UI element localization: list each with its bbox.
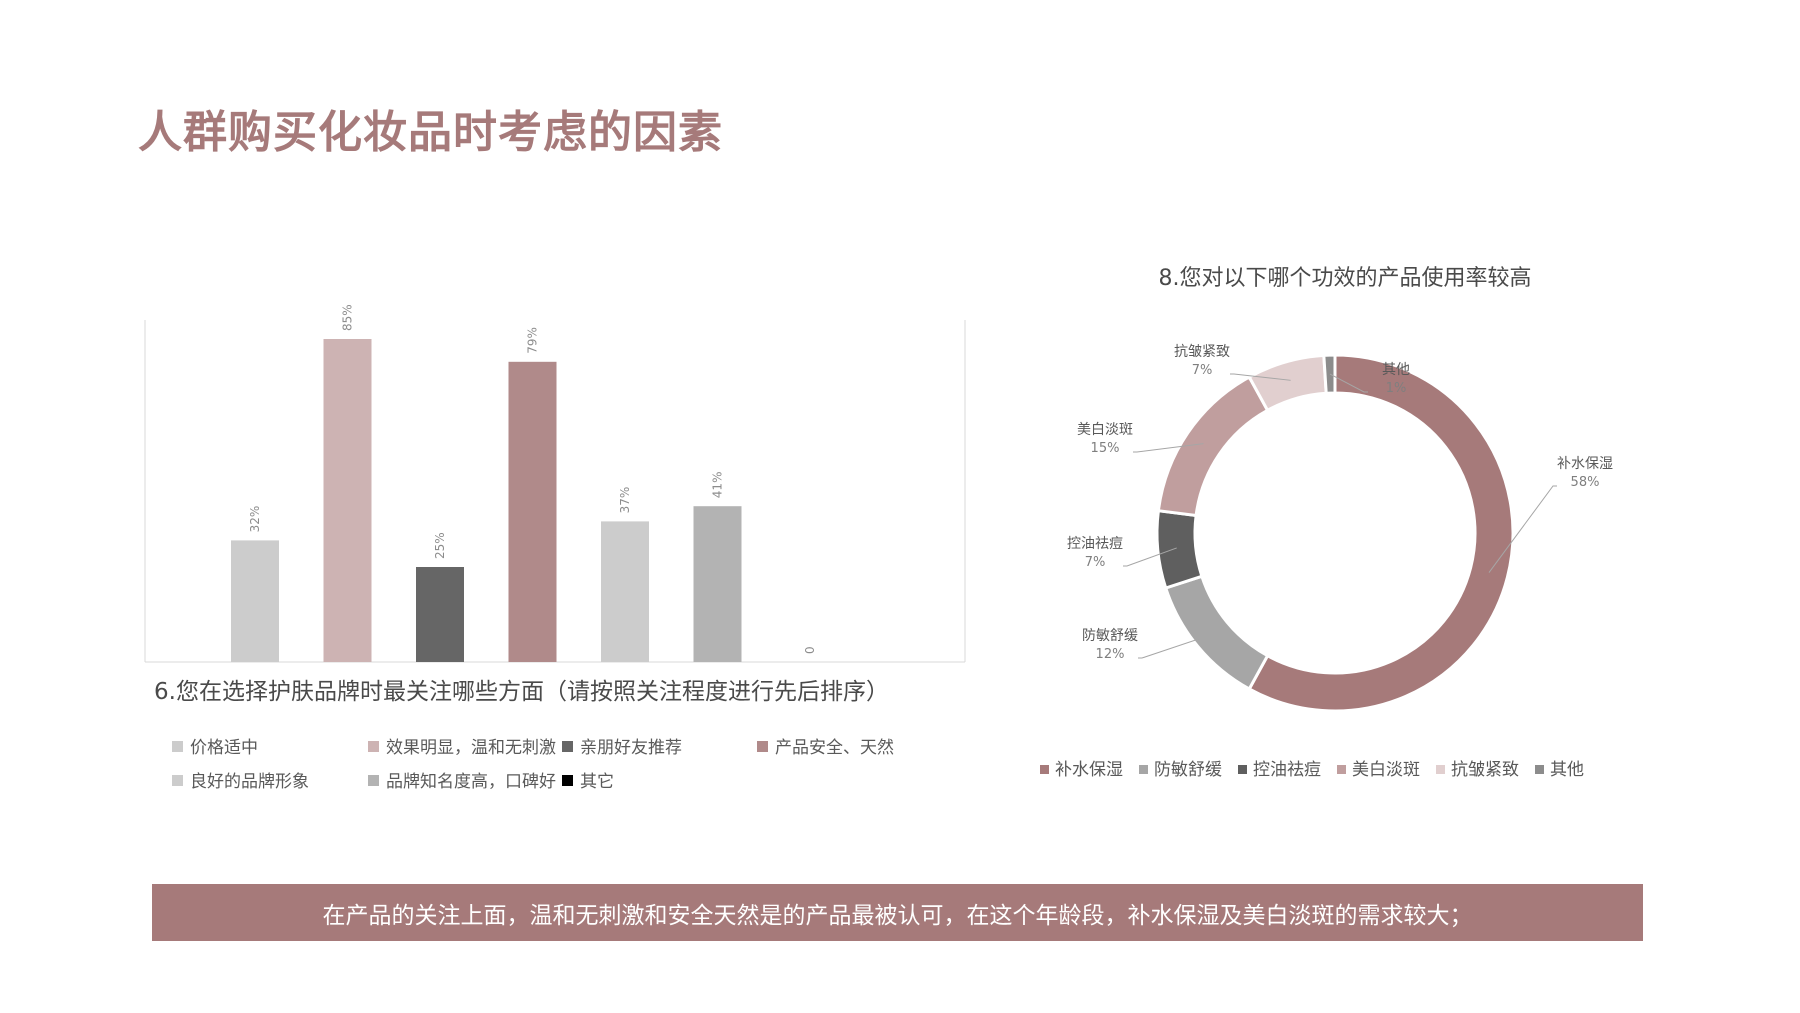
bar-2	[323, 339, 372, 662]
pie-legend-label: 补水保湿	[1055, 760, 1123, 780]
bar-data-label-6: 41%	[711, 472, 725, 499]
donut-data-label-6: 1%	[1386, 381, 1407, 396]
bar-legend-item-4: 产品安全、天然	[757, 733, 894, 758]
donut-slice-2	[1163, 574, 1270, 692]
bar-data-label-7: 0	[803, 646, 817, 654]
page-title: 人群购买化妆品时考虑的因素	[138, 107, 723, 158]
donut-leader-line-1	[1488, 485, 1557, 573]
pie-legend-swatch	[1535, 765, 1544, 774]
pie-legend-swatch	[1139, 765, 1148, 774]
donut-leader-line-2	[1138, 633, 1213, 659]
donut-category-label-1: 补水保湿	[1557, 456, 1613, 472]
pie-legend-item-3: 控油祛痘	[1238, 755, 1321, 780]
bar-legend-label: 价格适中	[190, 738, 258, 758]
donut-slice-4	[1156, 374, 1270, 518]
donut-slice-6	[1322, 353, 1337, 395]
bar-legend-item-3: 亲朋好友推荐	[562, 733, 682, 758]
bar-chart: 32% 85% 25% 79% 37% 41% 0	[144, 304, 966, 663]
donut-leader-line-3	[1123, 547, 1177, 567]
bar-legend-swatch	[562, 741, 573, 752]
bar-legend-label: 产品安全、天然	[775, 738, 894, 758]
donut-data-label-3: 7%	[1085, 555, 1106, 570]
bar-legend-swatch	[757, 741, 768, 752]
bar-3	[416, 567, 464, 662]
bar-legend-swatch	[562, 775, 573, 786]
bar-chart-title: 6.您在选择护肤品牌时最关注哪些方面（请按照关注程度进行先后排序）	[154, 679, 889, 705]
bar-legend-item-5: 良好的品牌形象	[172, 767, 309, 792]
pie-legend-label: 防敏舒缓	[1154, 760, 1222, 780]
pie-legend-label: 其他	[1550, 760, 1584, 780]
donut-data-label-4: 15%	[1091, 441, 1120, 456]
donut-category-label-4: 美白淡斑	[1077, 422, 1133, 438]
pie-legend-label: 抗皱紧致	[1451, 760, 1519, 780]
bar-legend-label: 效果明显，温和无刺激	[386, 738, 556, 758]
bar-legend-swatch	[172, 741, 183, 752]
bar-data-label-2: 85%	[341, 304, 355, 331]
pie-legend-swatch	[1040, 765, 1049, 774]
pie-legend-item-5: 抗皱紧致	[1436, 755, 1519, 780]
donut-chart: 补水保湿 58% 防敏舒缓 12% 控油祛痘 7% 美白淡斑 15% 抗皱紧致 7% 其他 1%	[1067, 344, 1613, 713]
donut-data-label-2: 12%	[1096, 647, 1125, 662]
bar-6	[693, 506, 742, 662]
bar-data-label-5: 37%	[618, 487, 632, 514]
bar-data-label-3: 25%	[433, 532, 447, 559]
bar-legend-label: 良好的品牌形象	[190, 772, 309, 792]
bar-legend-item-7: 其它	[562, 767, 614, 792]
donut-leader-line-5	[1230, 373, 1291, 381]
bar-legend-label: 其它	[580, 772, 614, 792]
summary-banner: 在产品的关注上面，温和无刺激和安全天然是的产品最被认可，在这个年龄段，补水保湿及…	[152, 884, 1643, 941]
bar-1	[231, 540, 279, 662]
bar-legend-item-1: 价格适中	[172, 733, 258, 758]
pie-legend-label: 美白淡斑	[1352, 760, 1420, 780]
pie-legend-swatch	[1436, 765, 1445, 774]
bar-legend-item-6: 品牌知名度高，口碑好	[368, 767, 556, 792]
bar-legend-swatch	[368, 741, 379, 752]
pie-legend-item-1: 补水保湿	[1040, 755, 1123, 780]
donut-leader-line-6	[1329, 373, 1368, 393]
bar-data-label-4: 79%	[526, 327, 540, 354]
pie-legend-item-2: 防敏舒缓	[1139, 755, 1222, 780]
donut-category-label-6: 其他	[1382, 362, 1410, 378]
bar-legend-label: 品牌知名度高，口碑好	[386, 772, 556, 792]
pie-legend-swatch	[1337, 765, 1346, 774]
pie-legend-label: 控油祛痘	[1253, 760, 1321, 780]
bar-5	[601, 521, 649, 662]
donut-category-label-5: 抗皱紧致	[1174, 344, 1230, 360]
bar-legend-swatch	[368, 775, 379, 786]
donut-slice-1	[1247, 353, 1515, 713]
pie-legend-item-4: 美白淡斑	[1337, 755, 1420, 780]
bar-4	[508, 361, 557, 662]
pie-legend-swatch	[1238, 765, 1247, 774]
bar-legend-item-2: 效果明显，温和无刺激	[368, 733, 556, 758]
donut-leader-line-4	[1133, 443, 1204, 453]
bar-legend-swatch	[172, 775, 183, 786]
donut-slice-3	[1155, 509, 1204, 590]
pie-chart-title: 8.您对以下哪个功效的产品使用率较高	[1158, 266, 1532, 291]
pie-chart-legend: 补水保湿 防敏舒缓 控油祛痘 美白淡斑 抗皱紧致 其他	[1040, 755, 1680, 780]
bar-legend-label: 亲朋好友推荐	[580, 738, 682, 758]
pie-legend-item-6: 其他	[1535, 755, 1584, 780]
summary-text: 在产品的关注上面，温和无刺激和安全天然是的产品最被认可，在这个年龄段，补水保湿及…	[322, 902, 1473, 929]
donut-data-label-1: 58%	[1571, 475, 1600, 490]
donut-category-label-3: 控油祛痘	[1067, 536, 1123, 552]
donut-category-label-2: 防敏舒缓	[1082, 628, 1138, 644]
bar-data-label-1: 32%	[248, 506, 262, 533]
donut-data-label-5: 7%	[1192, 363, 1213, 378]
